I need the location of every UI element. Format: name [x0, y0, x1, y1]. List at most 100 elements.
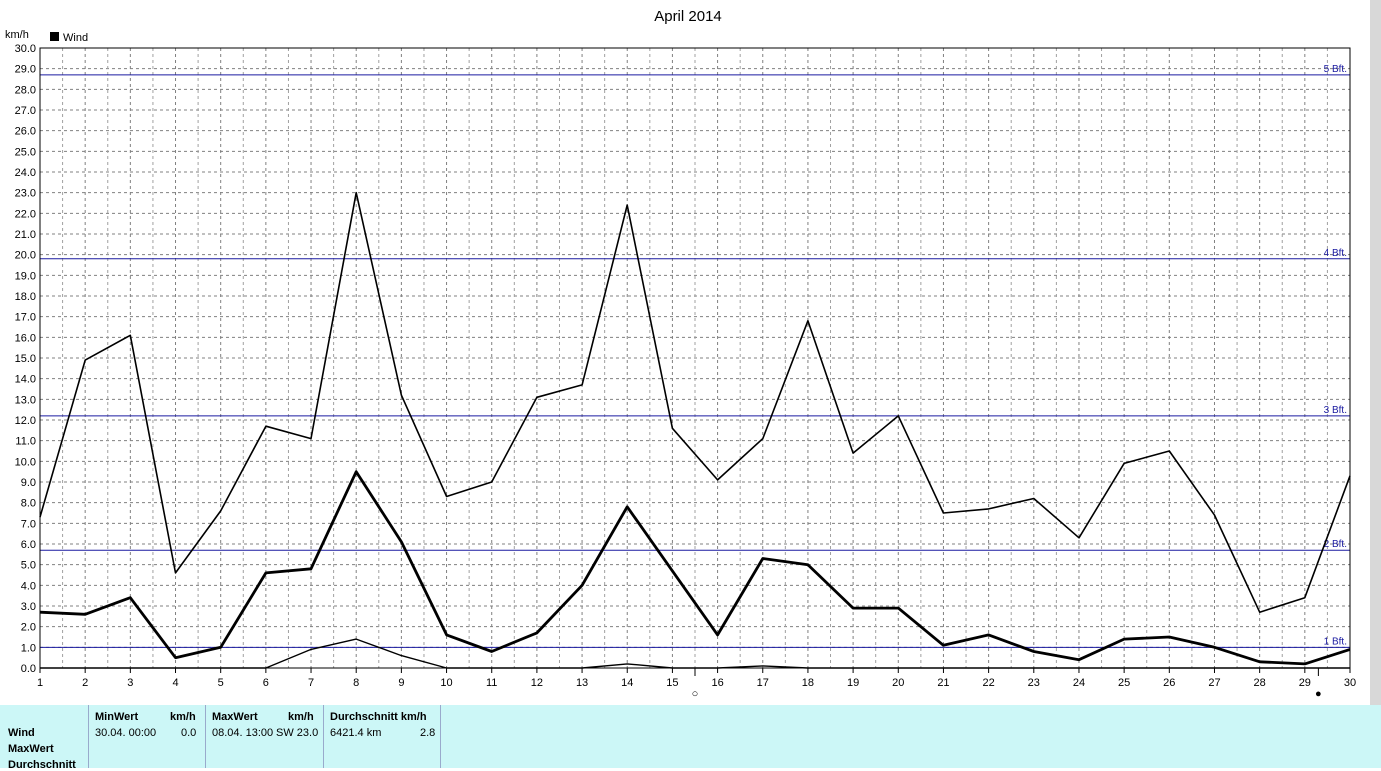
- x-tick-label: 5: [218, 677, 224, 689]
- moon-phase-symbol: ●: [1315, 688, 1322, 700]
- y-tick-label: 3.0: [21, 601, 36, 613]
- x-tick-label: 19: [847, 677, 859, 689]
- grid: [40, 48, 1350, 668]
- y-axis-ticks: 0.0 1.0 2.0 3.0 4.0 5.0 6.0 7.0 8.0 9.0 10.0 11.0 12…: [15, 43, 36, 675]
- min-value: 0.0: [181, 727, 197, 739]
- series-line: [39, 470, 1351, 666]
- x-tick-label: 8: [353, 677, 359, 689]
- column-divider: [440, 705, 442, 768]
- y-tick-label: 17.0: [15, 312, 36, 324]
- y-tick-label: 28.0: [15, 84, 36, 96]
- beaufort-label: 5 Bft.: [1324, 64, 1347, 75]
- wind-chart: April 2014 km/h Wind 0.0 1.0 2.0 3.0 4.0 5.0 6…: [5, 8, 1356, 700]
- x-tick-label: 20: [892, 677, 904, 689]
- row-label-durchschnitt: Durchschnitt: [8, 759, 76, 771]
- chart-title: April 2014: [654, 8, 722, 25]
- x-tick-label: 4: [172, 677, 178, 689]
- x-tick-label: 21: [937, 677, 949, 689]
- x-tick-label: 1: [37, 677, 43, 689]
- max-date: 08.04. 13:00: [212, 727, 274, 739]
- x-tick-label: 30: [1344, 677, 1356, 689]
- y-tick-label: 22.0: [15, 208, 36, 220]
- y-tick-label: 14.0: [15, 374, 36, 386]
- row-label-maxwert: MaxWert: [8, 743, 54, 755]
- y-tick-label: 27.0: [15, 105, 36, 117]
- stats-panel: Wind MaxWert Durchschnitt MinWert km/h 3…: [0, 705, 1381, 771]
- x-tick-label: 18: [802, 677, 814, 689]
- x-tick-label: 12: [531, 677, 543, 689]
- x-tick-label: 27: [1208, 677, 1220, 689]
- y-tick-label: 26.0: [15, 126, 36, 138]
- x-tick-label: 28: [1254, 677, 1266, 689]
- min-header: MinWert: [95, 711, 139, 723]
- y-tick-label: 20.0: [15, 250, 36, 262]
- series-line: [39, 191, 1351, 614]
- y-tick-label: 9.0: [21, 477, 36, 489]
- x-tick-label: 9: [398, 677, 404, 689]
- max-column: MaxWert km/h 08.04. 13:00 SW 23.0: [205, 705, 323, 768]
- x-tick-label: 15: [666, 677, 678, 689]
- avg-distance: 6421.4 km: [330, 727, 382, 739]
- y-tick-label: 18.0: [15, 291, 36, 303]
- y-tick-label: 8.0: [21, 498, 36, 510]
- y-tick-label: 0.0: [21, 663, 36, 675]
- y-tick-label: 1.0: [21, 642, 36, 654]
- x-tick-label: 11: [486, 677, 497, 689]
- y-tick-label: 2.0: [21, 622, 36, 634]
- y-tick-label: 5.0: [21, 560, 36, 572]
- x-tick-label: 26: [1163, 677, 1175, 689]
- x-tick-label: 14: [621, 677, 633, 689]
- y-axis-unit: km/h: [5, 29, 29, 41]
- beaufort-label: 2 Bft.: [1324, 539, 1347, 550]
- legend-swatch: [50, 32, 59, 41]
- x-axis-ticks: 1 2 3 4 5 6 7 8 9 10 11 12 13 14 15 16 17 18 19 20 21 22 23 24 2…: [37, 668, 1356, 689]
- x-tick-label: 24: [1073, 677, 1085, 689]
- x-tick-label: 25: [1118, 677, 1130, 689]
- x-tick-label: 13: [576, 677, 588, 689]
- min-date: 30.04. 00:00: [95, 727, 157, 739]
- y-tick-label: 25.0: [15, 146, 36, 158]
- y-tick-label: 4.0: [21, 580, 36, 592]
- x-tick-label: 2: [82, 677, 88, 689]
- beaufort-label: 1 Bft.: [1324, 636, 1347, 647]
- x-tick-label: 22: [982, 677, 994, 689]
- beaufort-label: 4 Bft.: [1324, 248, 1347, 259]
- avg-header: Durchschnitt km/h: [330, 711, 427, 723]
- y-tick-label: 24.0: [15, 167, 36, 179]
- y-tick-label: 6.0: [21, 539, 36, 551]
- scrollbar-edge: [1370, 0, 1381, 705]
- beaufort-label: 3 Bft.: [1324, 405, 1347, 416]
- legend-label: Wind: [63, 32, 88, 44]
- y-tick-label: 12.0: [15, 415, 36, 427]
- y-tick-label: 15.0: [15, 353, 36, 365]
- x-tick-label: 7: [308, 677, 314, 689]
- x-tick-label: 17: [757, 677, 769, 689]
- x-tick-label: 10: [440, 677, 452, 689]
- avg-column: Durchschnitt km/h 6421.4 km 2.8: [323, 705, 441, 768]
- max-header: MaxWert: [212, 711, 258, 723]
- x-tick-label: 29: [1299, 677, 1311, 689]
- moon-phase-symbol: ○: [692, 688, 699, 700]
- x-tick-label: 3: [127, 677, 133, 689]
- y-tick-label: 19.0: [15, 270, 36, 282]
- y-tick-label: 7.0: [21, 518, 36, 530]
- y-tick-label: 16.0: [15, 332, 36, 344]
- y-tick-label: 10.0: [15, 456, 36, 468]
- max-unit: km/h: [288, 711, 314, 723]
- max-value: SW 23.0: [276, 727, 319, 739]
- y-tick-label: 21.0: [15, 229, 36, 241]
- x-tick-label: 16: [711, 677, 723, 689]
- x-tick-label: 23: [1028, 677, 1040, 689]
- y-tick-label: 23.0: [15, 188, 36, 200]
- min-column: MinWert km/h 30.04. 00:00 0.0: [88, 705, 206, 768]
- moon-phase-markers: ○ ●: [692, 668, 1322, 700]
- y-tick-label: 11.0: [15, 436, 36, 448]
- avg-value: 2.8: [420, 727, 436, 739]
- x-tick-label: 6: [263, 677, 269, 689]
- y-tick-label: 30.0: [15, 43, 36, 55]
- beaufort-lines: 1 Bft. 2 Bft. 3 Bft. 4 Bft. 5 Bft.: [40, 64, 1350, 648]
- y-tick-label: 13.0: [15, 394, 36, 406]
- plot-frame: [39, 47, 1351, 669]
- y-tick-label: 29.0: [15, 64, 36, 76]
- row-label-wind: Wind: [8, 727, 35, 739]
